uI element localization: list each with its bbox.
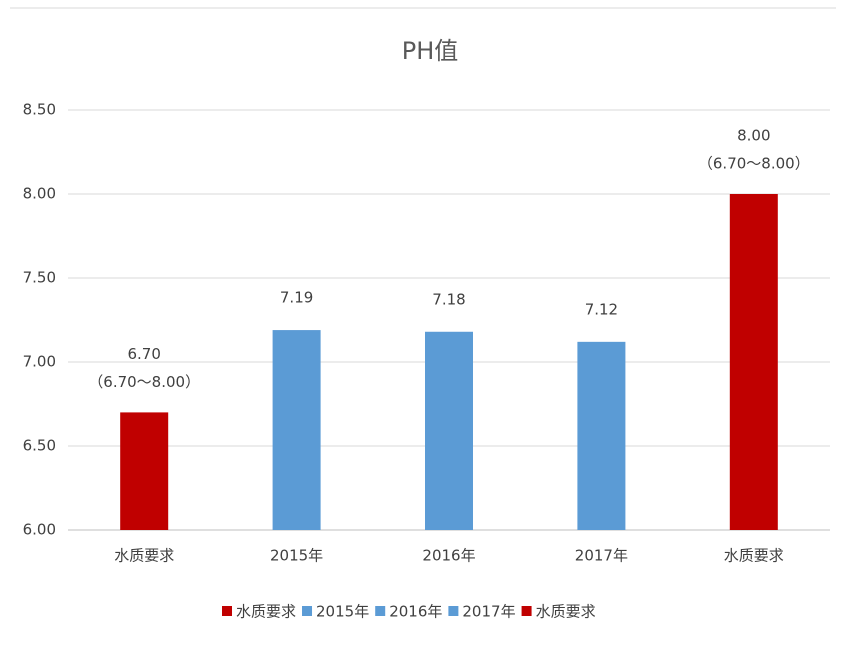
bar [120,412,169,530]
legend-label: 2016年 [389,603,442,621]
data-note: （6.70～8.00） [698,155,810,173]
x-tick-label: 2016年 [422,547,475,565]
data-label: 7.12 [585,300,618,318]
legend-label: 水质要求 [536,603,596,621]
x-tick-label: 2017年 [575,547,628,565]
data-label: 8.00 [737,127,770,145]
x-tick-label: 2015年 [270,547,323,565]
bar [577,341,626,530]
legend-label: 2015年 [316,603,369,621]
data-label: 6.70 [127,345,160,363]
bar [425,331,473,530]
x-tick-label: 水质要求 [724,547,784,565]
legend-swatch [222,606,232,616]
legend-swatch [302,606,313,616]
y-tick-label: 8.00 [23,185,56,203]
x-tick-label: 水质要求 [114,547,174,565]
data-label: 7.18 [432,290,465,308]
data-note: （6.70～8.00） [88,373,200,391]
legend-label: 水质要求 [236,603,296,621]
legend-label: 2017年 [462,603,515,621]
data-label: 7.19 [280,289,313,307]
y-tick-label: 7.50 [23,269,56,287]
legend-swatch [521,606,532,616]
y-tick-label: 8.50 [23,101,56,119]
bar [272,330,321,530]
bar [729,194,778,530]
legend-swatch [375,606,386,616]
chart-title: PH值 [402,37,459,65]
y-tick-label: 6.00 [23,521,56,539]
y-tick-label: 6.50 [23,437,56,455]
y-tick-label: 7.00 [23,353,56,371]
legend-swatch [448,606,459,616]
